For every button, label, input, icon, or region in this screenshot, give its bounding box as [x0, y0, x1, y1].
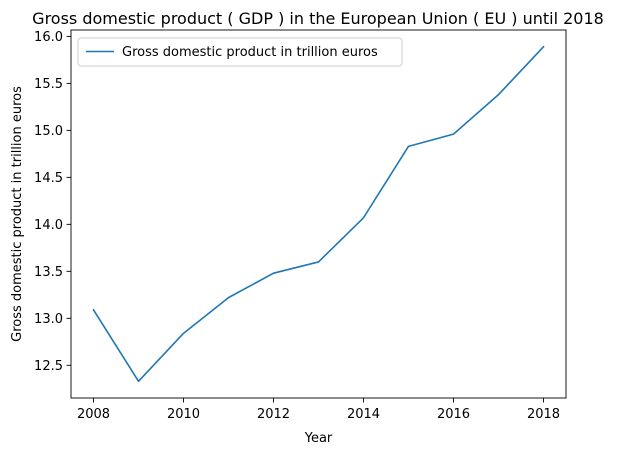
x-tick-label: 2016 — [437, 407, 470, 422]
y-tick-label: 13.5 — [34, 265, 63, 280]
legend-label: Gross domestic product in trillion euros — [122, 45, 378, 60]
legend-box — [77, 37, 403, 67]
y-tick-label: 12.5 — [34, 359, 63, 374]
x-tick-label: 2012 — [257, 407, 290, 422]
plot-frame — [70, 29, 567, 399]
x-axis-title: Year — [304, 431, 333, 446]
y-tick-label: 15.5 — [34, 77, 63, 92]
y-tick-label: 16.0 — [34, 30, 63, 45]
y-tick-label: 14.0 — [34, 218, 63, 233]
x-tick-label: 2018 — [527, 407, 560, 422]
chart-title: Gross domestic product ( GDP ) in the Eu… — [32, 9, 604, 28]
gdp-series-line — [92, 45, 545, 383]
y-tick-label: 14.5 — [34, 171, 63, 186]
x-tick-label: 2014 — [347, 407, 380, 422]
plot-area — [92, 45, 545, 383]
y-axis-title: Gross domestic product in trillion euros — [10, 86, 25, 342]
legend: Gross domestic product in trillion euros — [77, 37, 403, 67]
y-tick-label: 15.0 — [34, 124, 63, 139]
y-tick-label: 13.0 — [34, 312, 63, 327]
x-tick-label: 2008 — [77, 407, 110, 422]
tick-layer: 2008 2010 2012 2014 2016 2018 12.5 13.0 13.5 14.0… — [34, 30, 560, 422]
x-tick-label: 2010 — [167, 407, 200, 422]
